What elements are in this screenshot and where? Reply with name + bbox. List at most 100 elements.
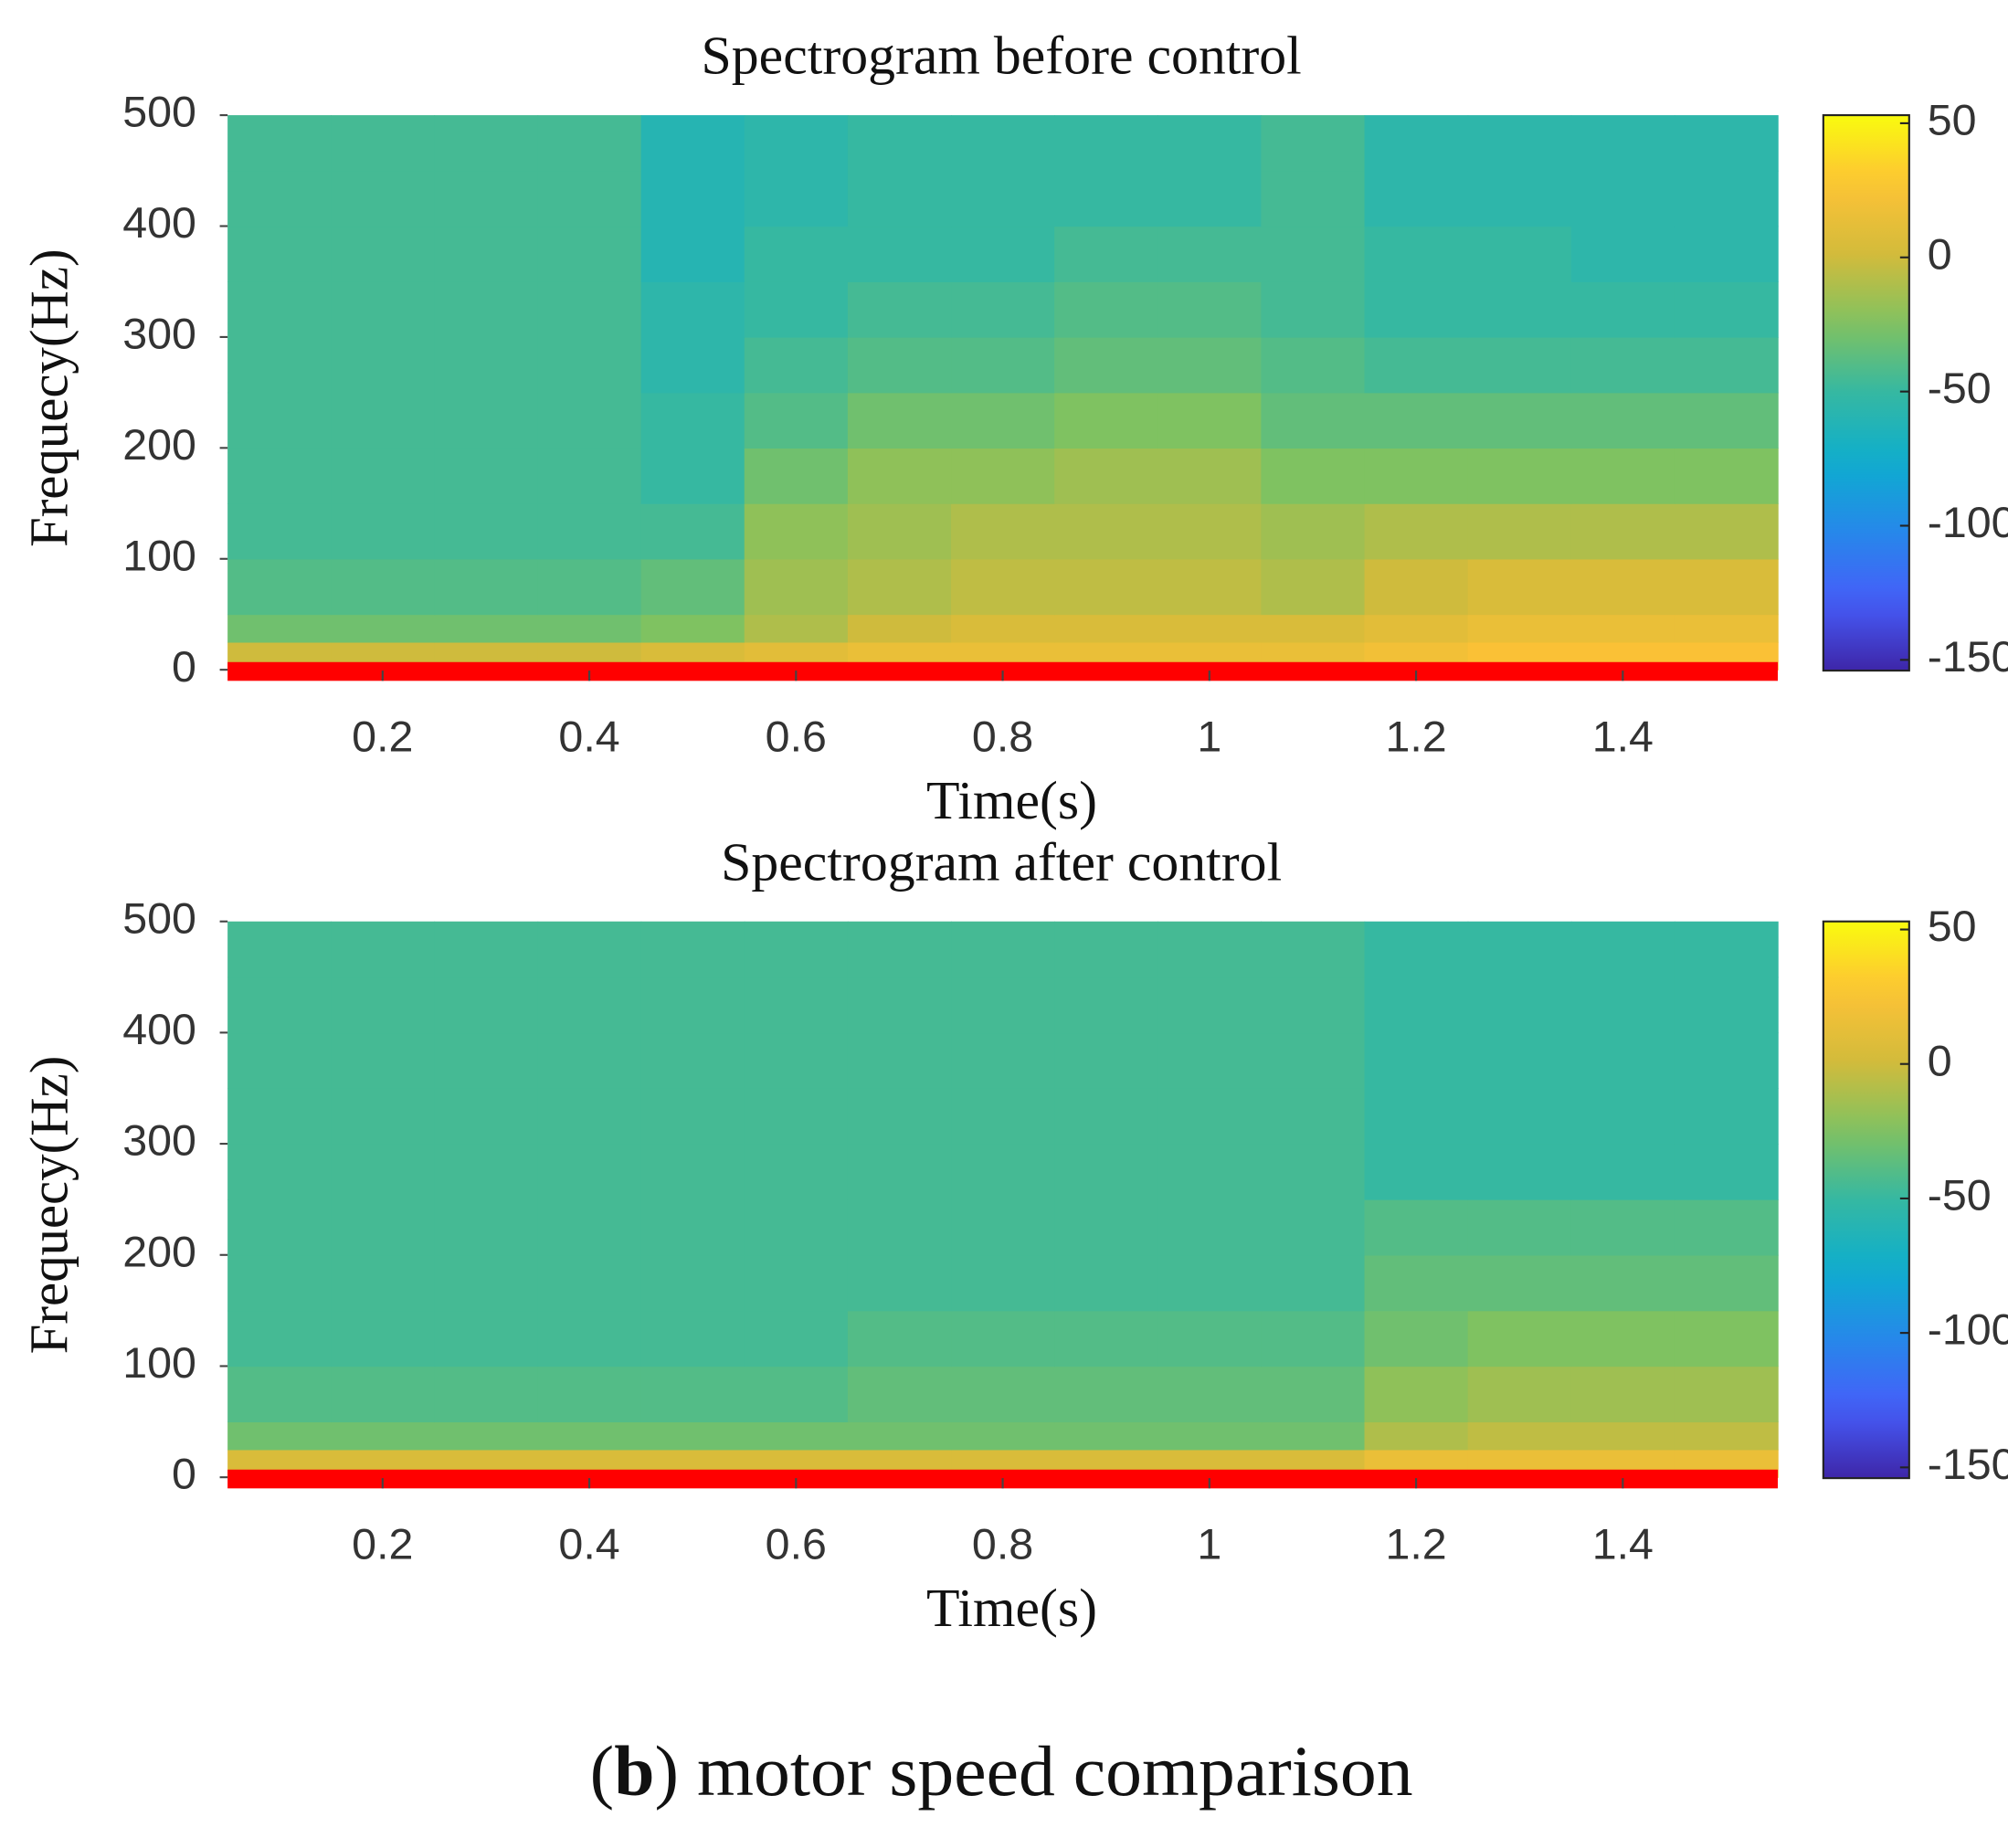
heatmap-cell (951, 1254, 1055, 1312)
heatmap-cell (847, 558, 952, 616)
heatmap-cell (434, 614, 539, 643)
heatmap-cell (537, 392, 642, 449)
heatmap-cell (1467, 1144, 1572, 1200)
heatmap-cell (1570, 1144, 1675, 1200)
heatmap-cell (331, 1310, 436, 1368)
heatmap-cell (434, 281, 539, 338)
heatmap-cell (537, 115, 642, 172)
heatmap-cell (434, 1032, 539, 1089)
heatmap-cell (537, 226, 642, 282)
heatmap-cell (227, 448, 332, 504)
heatmap-cell (1261, 1310, 1366, 1368)
heatmap-cell (951, 1088, 1055, 1145)
heatmap-cell (1467, 281, 1572, 338)
heatmap-cell (847, 921, 952, 978)
heatmap-cell (744, 921, 849, 978)
heatmap-cell (1364, 115, 1469, 172)
heatmap-cell (847, 1366, 952, 1423)
heatmap-cell (1261, 1254, 1366, 1312)
heatmap-cell (1364, 281, 1469, 338)
heatmap-cell (434, 448, 539, 504)
heatmap-cell (331, 281, 436, 338)
y-tick-label: 200 (122, 421, 196, 470)
heatmap-cell (744, 115, 849, 172)
heatmap-cell (951, 115, 1055, 172)
heatmap-cell (1467, 1310, 1572, 1368)
heatmap-cell (951, 448, 1055, 504)
heatmap-cell (640, 1421, 745, 1451)
heatmap-cell (951, 977, 1055, 1034)
heatmap-cell (1570, 281, 1675, 338)
heatmap-cell (1674, 1032, 1779, 1089)
heatmap (227, 921, 1779, 1478)
caption-label: b (614, 1733, 654, 1811)
heatmap-cell (1054, 614, 1158, 643)
heatmap-cell (537, 170, 642, 227)
heatmap-cell (537, 448, 642, 504)
heatmap-cell (1261, 115, 1366, 172)
heatmap-cell (744, 1199, 849, 1256)
heatmap-cell (1261, 281, 1366, 338)
heatmap-cell (951, 392, 1055, 449)
x-tick-label: 0.4 (558, 713, 619, 762)
heatmap-cell (331, 226, 436, 282)
y-axis-label: Frequecy(Hz) (18, 1056, 79, 1355)
heatmap-cell (1467, 1088, 1572, 1145)
heatmap-cell (1364, 558, 1469, 616)
heatmap-cell (1054, 170, 1158, 227)
y-tick-label: 400 (122, 199, 196, 248)
heatmap-cell (227, 558, 332, 616)
heatmap-cell (537, 1144, 642, 1200)
heatmap-cell (640, 1310, 745, 1368)
heatmap-cell (1054, 281, 1158, 338)
colorbar (1822, 114, 1910, 672)
heatmap-cell (434, 503, 539, 560)
heatmap-cell (1364, 1088, 1469, 1145)
heatmap-cell (1467, 115, 1572, 172)
heatmap-cell (434, 1310, 539, 1368)
heatmap-cell (744, 503, 849, 560)
heatmap-cell (434, 1366, 539, 1423)
heatmap-cell (1054, 977, 1158, 1034)
heatmap-cell (640, 226, 745, 282)
heatmap-cell (331, 1421, 436, 1451)
heatmap-cell (744, 614, 849, 643)
heatmap-cell (1570, 226, 1675, 282)
heatmap-cell (640, 336, 745, 394)
heatmap-cell (640, 448, 745, 504)
heatmap-cell (1157, 558, 1263, 616)
heatmap-cell (744, 448, 849, 504)
heatmap-cell (1570, 1199, 1675, 1256)
heatmap-cell (537, 503, 642, 560)
heatmap-cell (1570, 1310, 1675, 1368)
heatmap-cell (951, 1366, 1055, 1423)
heatmap-cell (1054, 1254, 1158, 1312)
y-tick-label: 100 (122, 1339, 196, 1388)
heatmap-cell (1467, 558, 1572, 616)
heatmap-cell (434, 1421, 539, 1451)
heatmap-cell (227, 614, 332, 643)
heatmap-cell (1157, 1088, 1263, 1145)
heatmap-cell (1674, 1144, 1779, 1200)
heatmap-cell (1364, 226, 1469, 282)
heatmap-cell (1054, 558, 1158, 616)
heatmap-cell (951, 614, 1055, 643)
x-tick-label: 0.6 (766, 713, 827, 762)
heatmap-cell (1261, 1144, 1366, 1200)
heatmap-cell (1674, 281, 1779, 338)
heatmap-cell (434, 336, 539, 394)
x-tick-label: 0.6 (766, 1521, 827, 1569)
heatmap-cell (537, 1254, 642, 1312)
heatmap-cell (1261, 1366, 1366, 1423)
heatmap-cell (640, 1144, 745, 1200)
heatmap-cell (1570, 558, 1675, 616)
heatmap-cell (1364, 1366, 1469, 1423)
heatmap-cell (537, 281, 642, 338)
heatmap-cell (1261, 921, 1366, 978)
heatmap-cell (227, 1421, 332, 1451)
heatmap-cell (434, 921, 539, 978)
heatmap-cell (1157, 1032, 1263, 1089)
heatmap-cell (1157, 1310, 1263, 1368)
heatmap-cell (1054, 1199, 1158, 1256)
heatmap-cell (1570, 448, 1675, 504)
